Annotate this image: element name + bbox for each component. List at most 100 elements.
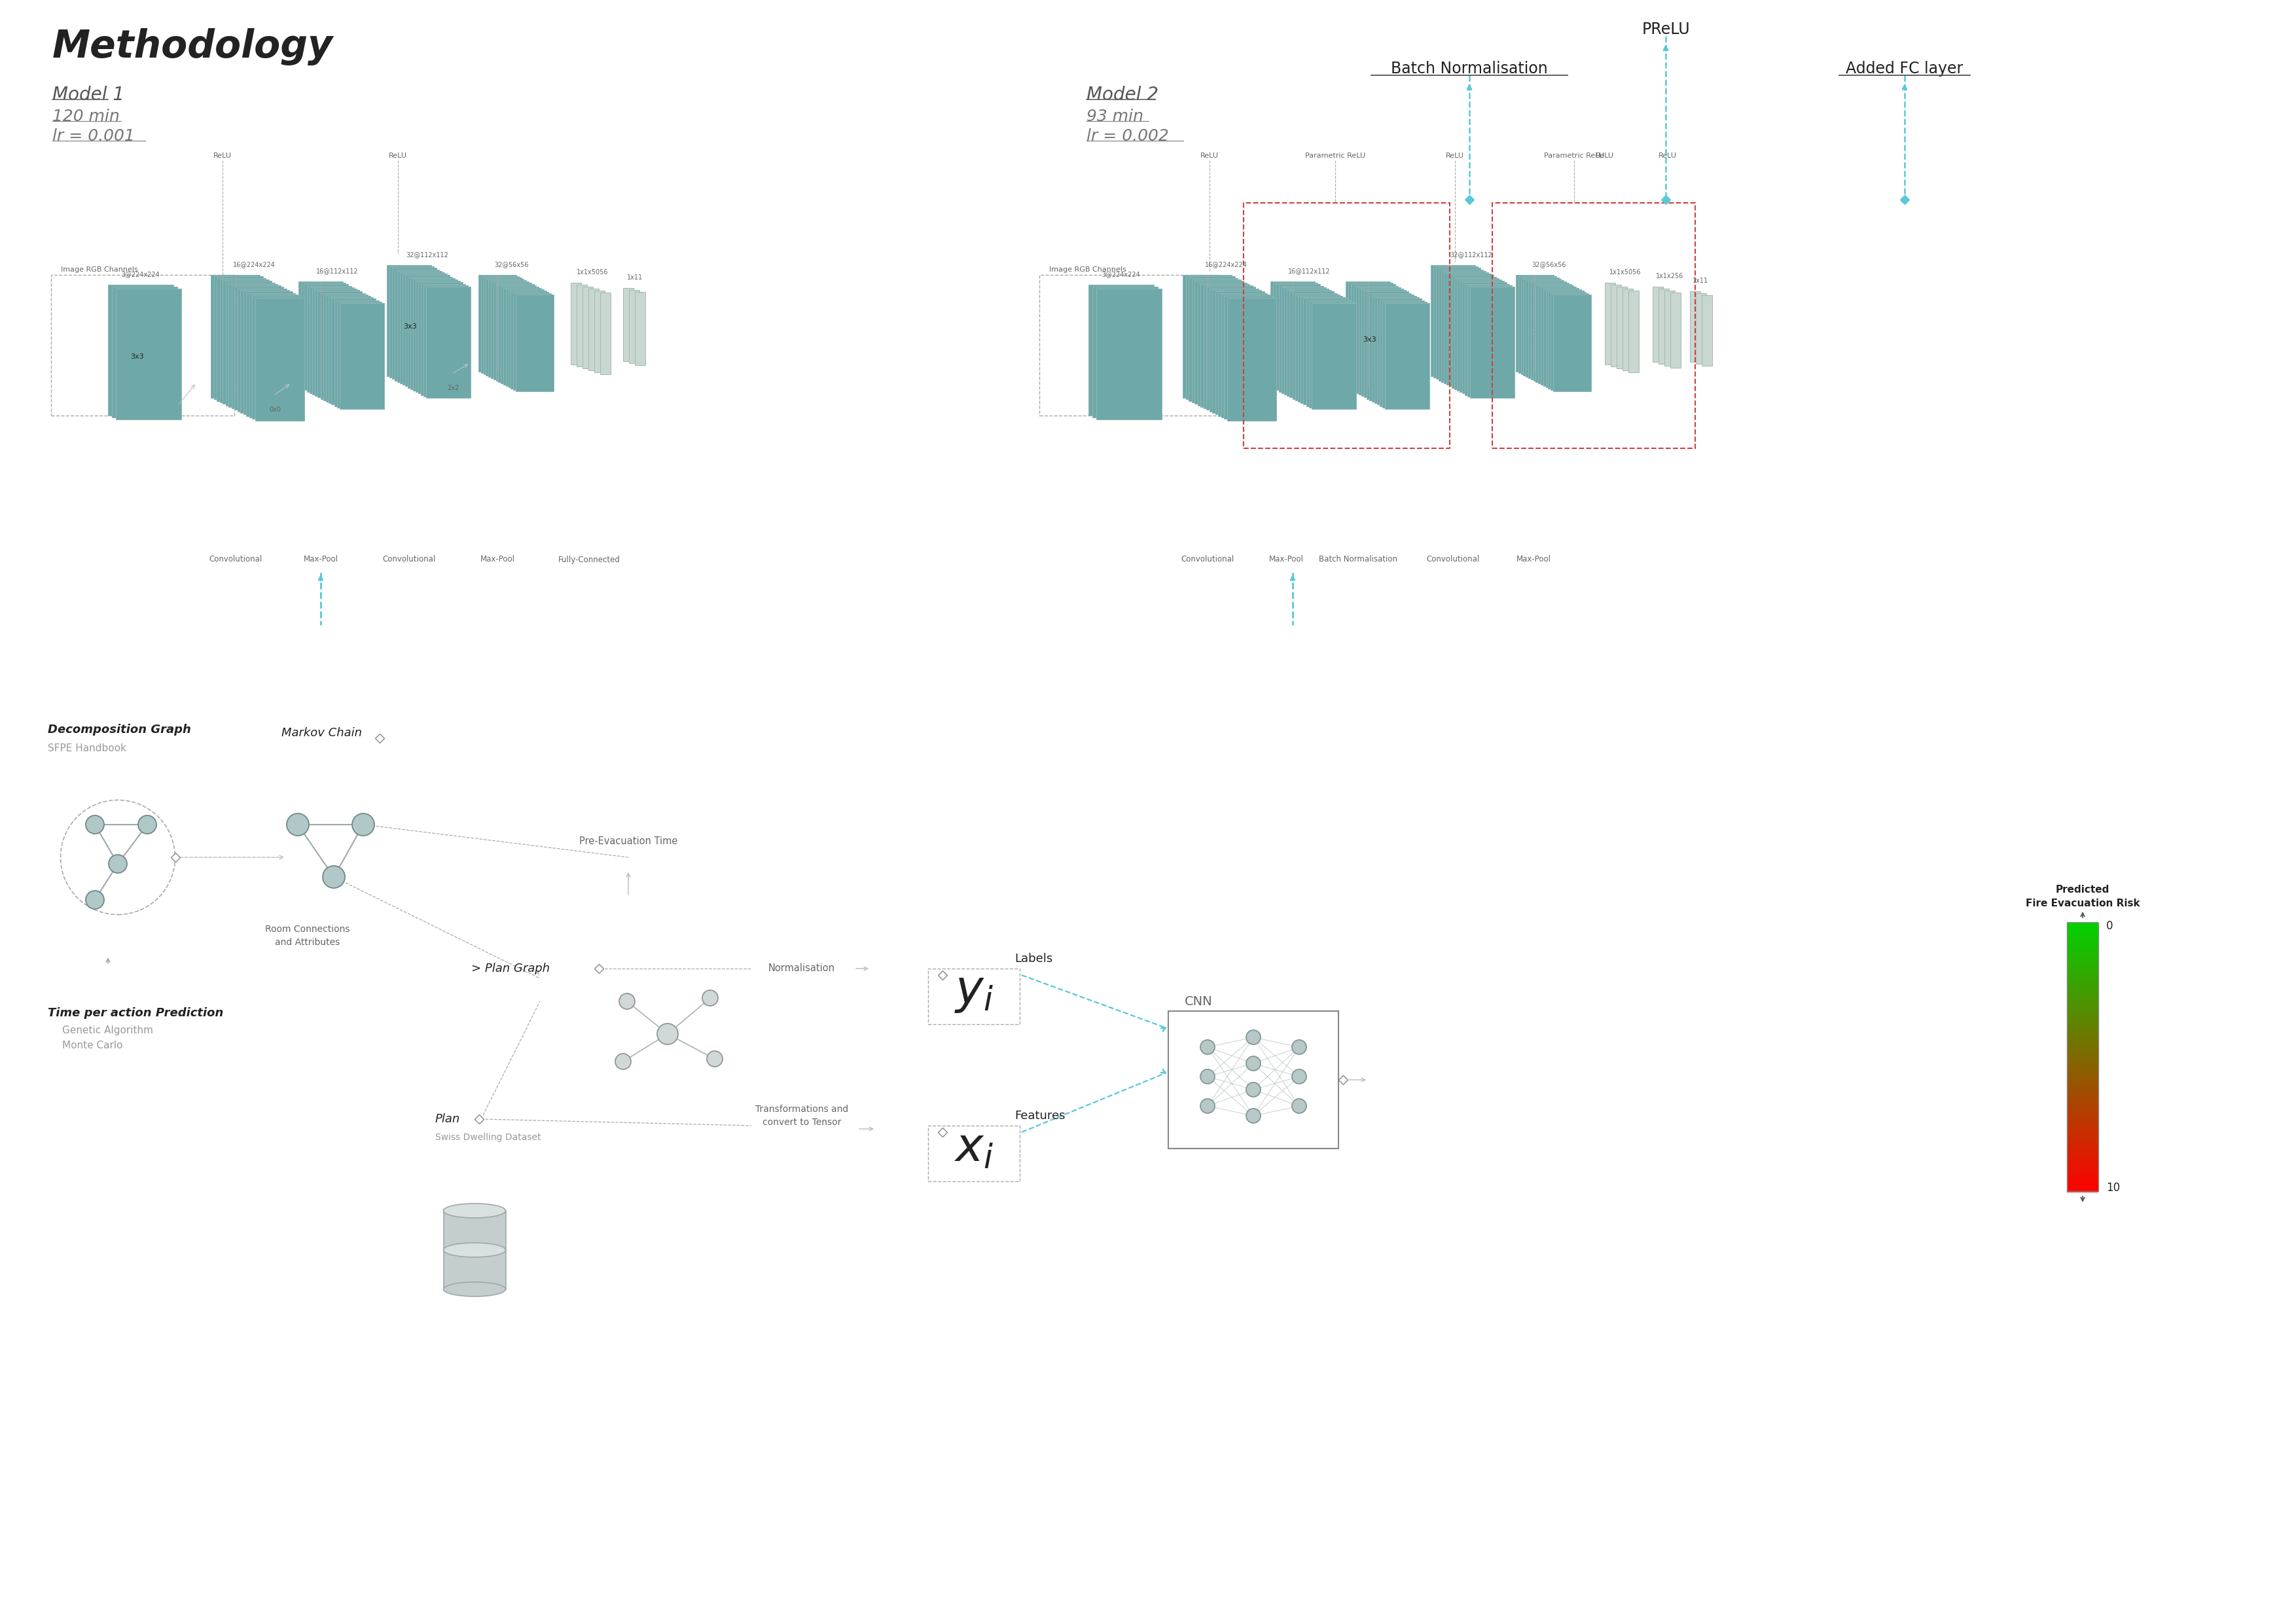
Text: 3x3: 3x3 <box>404 323 418 329</box>
Bar <box>230 284 278 407</box>
Text: ReLU: ReLU <box>1446 153 1465 159</box>
Text: 32@56x56: 32@56x56 <box>1531 261 1566 268</box>
Bar <box>2066 1092 2099 1096</box>
Circle shape <box>620 993 636 1010</box>
Text: 16@112x112: 16@112x112 <box>1288 268 1329 274</box>
Bar <box>1311 304 1357 409</box>
Bar <box>232 286 280 409</box>
Text: Convolutional: Convolutional <box>209 555 262 563</box>
Bar <box>2066 975 2099 980</box>
Bar <box>2066 956 2099 959</box>
Bar <box>2066 1154 2099 1159</box>
Bar <box>1212 291 1261 412</box>
Bar <box>216 278 266 401</box>
Bar <box>2066 1105 2099 1110</box>
Circle shape <box>1247 1109 1261 1123</box>
Bar <box>1690 291 1701 362</box>
Text: 16@112x112: 16@112x112 <box>317 268 358 274</box>
Bar <box>321 292 365 399</box>
Bar <box>2066 1018 2099 1022</box>
Bar <box>2066 1057 2099 1060</box>
Bar <box>2066 1097 2099 1100</box>
Bar <box>2066 1016 2099 1019</box>
Bar <box>2066 1061 2099 1065</box>
Bar <box>2066 1175 2099 1178</box>
Text: 2x2: 2x2 <box>448 385 459 391</box>
Text: Added FC layer: Added FC layer <box>1846 60 1963 76</box>
Bar <box>2066 1089 2099 1094</box>
Bar <box>2066 923 2099 1191</box>
Bar <box>1529 281 1566 378</box>
Bar <box>310 287 354 393</box>
Bar <box>2066 928 2099 933</box>
Bar <box>1283 289 1329 394</box>
Bar <box>1297 295 1343 403</box>
Bar <box>480 276 519 373</box>
Bar <box>2066 1141 2099 1146</box>
Text: 32@56x56: 32@56x56 <box>494 261 528 268</box>
Bar <box>487 279 523 375</box>
Text: Max-Pool: Max-Pool <box>480 555 514 563</box>
Text: Swiss Dwelling Dataset: Swiss Dwelling Dataset <box>436 1133 542 1143</box>
Bar <box>1435 268 1481 380</box>
Bar <box>1215 292 1265 414</box>
Bar <box>413 279 457 391</box>
Bar <box>211 274 259 398</box>
Bar <box>1382 302 1426 407</box>
Bar <box>1451 276 1497 388</box>
Text: Model 1: Model 1 <box>53 86 124 104</box>
Bar <box>328 297 374 403</box>
Bar <box>113 287 177 417</box>
Bar <box>2066 1164 2099 1167</box>
Bar <box>2066 1177 2099 1182</box>
Circle shape <box>1247 1083 1261 1097</box>
Bar <box>489 281 526 377</box>
Text: Max-Pool: Max-Pool <box>303 555 338 563</box>
Bar <box>599 292 611 375</box>
Text: CNN: CNN <box>1185 995 1212 1008</box>
Bar <box>1286 291 1332 396</box>
Text: 32@112x112: 32@112x112 <box>1451 252 1492 258</box>
Bar <box>2066 1118 2099 1123</box>
Bar <box>2066 993 2099 998</box>
Bar <box>2066 1079 2099 1083</box>
Bar <box>2066 938 2099 941</box>
Bar <box>2066 1053 2099 1058</box>
Bar <box>2066 925 2099 928</box>
Bar <box>1281 287 1325 393</box>
Bar <box>2066 1065 2099 1070</box>
Bar <box>2066 1110 2099 1113</box>
Bar <box>1270 281 1316 388</box>
Text: 0x0: 0x0 <box>269 406 280 412</box>
Circle shape <box>324 865 344 888</box>
Bar <box>2066 1000 2099 1005</box>
Text: Convolutional: Convolutional <box>383 555 436 563</box>
Bar <box>331 299 377 404</box>
Bar <box>1274 282 1318 390</box>
Bar <box>2066 988 2099 993</box>
Bar <box>393 268 436 380</box>
Bar <box>2066 1134 2099 1138</box>
Bar <box>583 287 592 368</box>
Bar <box>2066 1099 2099 1102</box>
Bar <box>2066 1081 2099 1084</box>
Bar <box>2066 964 2099 969</box>
Bar <box>2066 961 2099 964</box>
Text: 10: 10 <box>2105 1182 2119 1193</box>
Bar <box>1187 276 1235 399</box>
Bar <box>1304 299 1348 404</box>
Bar <box>2066 1063 2099 1066</box>
Text: Parametric ReLU: Parametric ReLU <box>1543 153 1605 159</box>
Bar <box>2066 1005 2099 1010</box>
Bar <box>2066 1128 2099 1131</box>
Bar <box>253 295 301 419</box>
Bar <box>246 292 296 415</box>
Bar <box>1444 273 1488 383</box>
Bar <box>2066 1029 2099 1034</box>
Bar <box>1224 295 1274 419</box>
Bar <box>2066 922 2099 927</box>
Text: 0: 0 <box>2105 920 2112 932</box>
Text: Model 2: Model 2 <box>1086 86 1159 104</box>
Circle shape <box>1201 1070 1215 1084</box>
Bar <box>2066 945 2099 948</box>
